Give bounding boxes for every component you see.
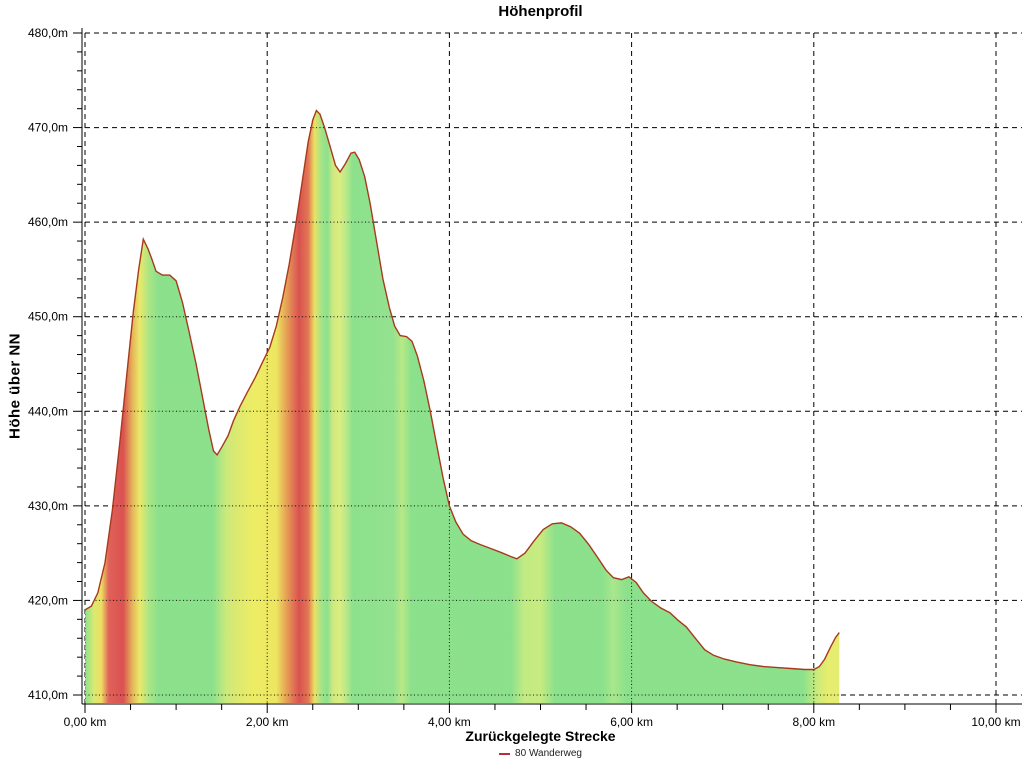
x-tick-label: 2,00 km xyxy=(246,715,289,729)
legend-label: 80 Wanderweg xyxy=(515,748,582,759)
y-tick-label: 460,0m xyxy=(28,215,68,229)
y-tick-label: 430,0m xyxy=(28,499,68,513)
area-fill xyxy=(85,110,840,703)
y-tick-label: 480,0m xyxy=(28,26,68,40)
legend: 80 Wanderweg xyxy=(85,748,996,759)
chart-title: Höhenprofil xyxy=(498,3,583,20)
legend-line-marker xyxy=(499,752,511,755)
y-tick-label: 420,0m xyxy=(28,593,68,607)
axes xyxy=(73,28,1022,713)
x-tick-label: 4,00 km xyxy=(428,715,471,729)
profile-line xyxy=(84,109,840,671)
y-tick-label: 450,0m xyxy=(28,310,68,324)
y-axis-title: Höhe über NN xyxy=(6,332,24,440)
x-tick-label: 0,00 km xyxy=(64,715,107,729)
x-tick-label: 6,00 km xyxy=(610,715,653,729)
x-tick-label: 8,00 km xyxy=(792,715,835,729)
x-axis-title: Zurückgelegte Strecke xyxy=(465,728,616,744)
y-tick-label: 470,0m xyxy=(28,121,68,135)
x-tick-label: 10,00 km xyxy=(971,715,1020,729)
y-tick-label: 410,0m xyxy=(28,688,68,702)
tick-labels: 410,0m 420,0m 430,0m 440,0m 450,0m 460,0m 470,… xyxy=(28,26,1021,729)
y-tick-label: 440,0m xyxy=(28,404,68,418)
